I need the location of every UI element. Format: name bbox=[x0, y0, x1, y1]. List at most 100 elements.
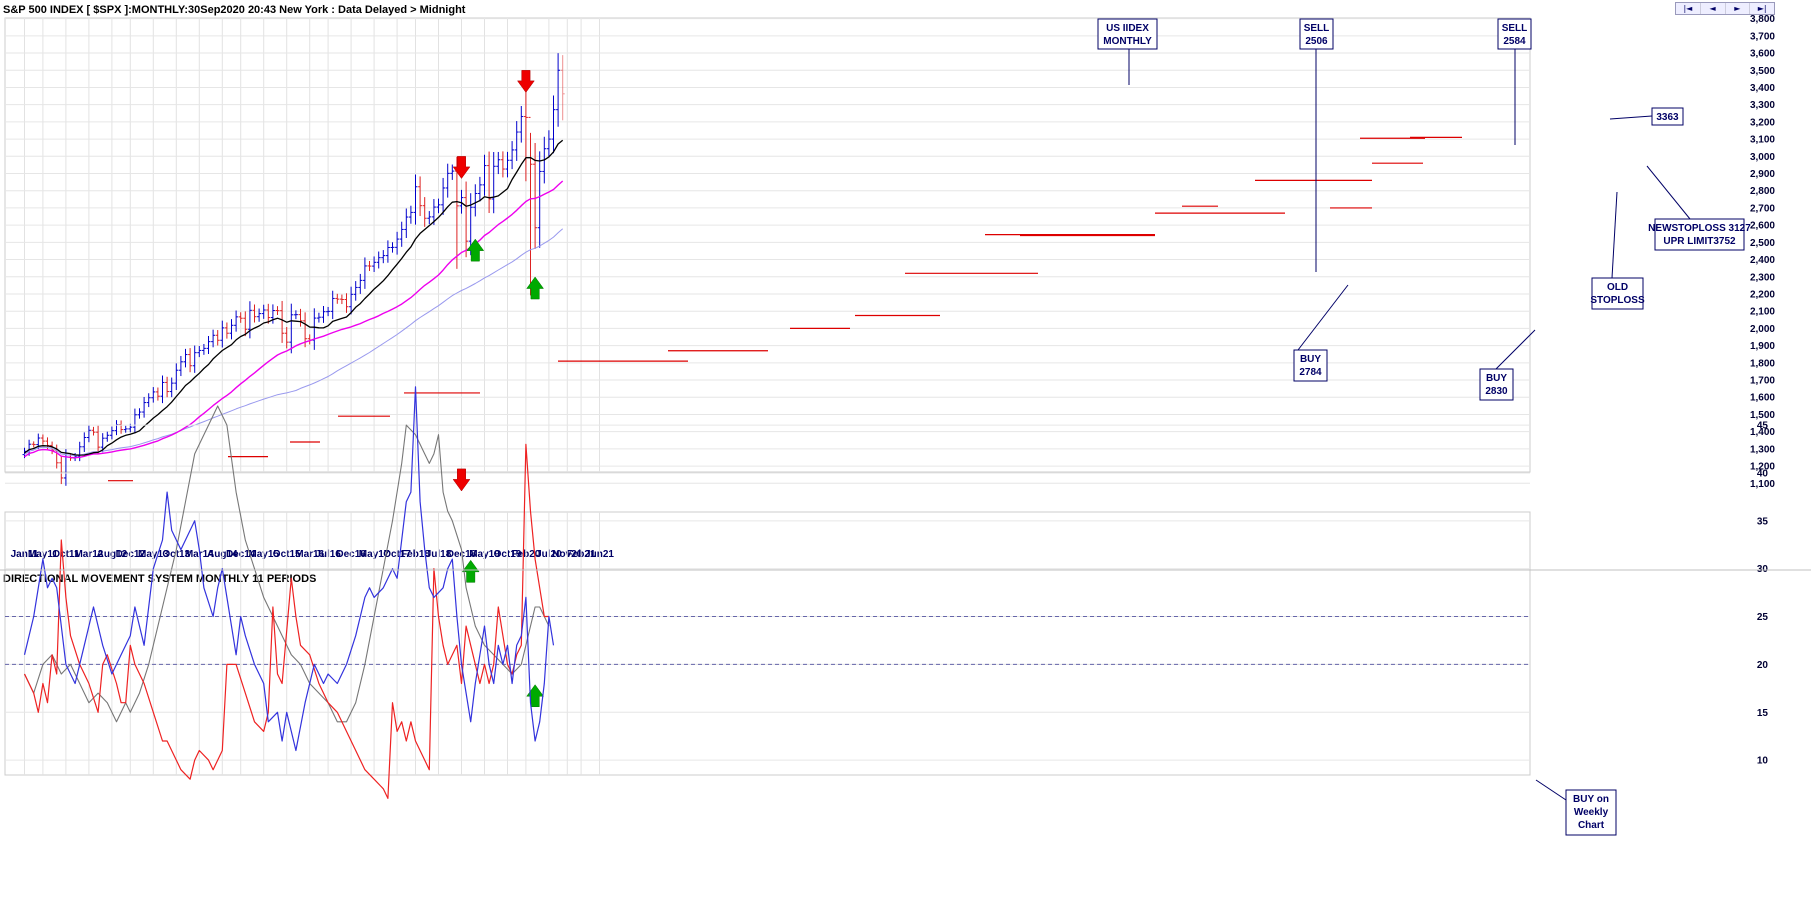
price-y-tick: 1,700 bbox=[1750, 376, 1775, 387]
price-bar bbox=[431, 199, 436, 225]
price-bar bbox=[321, 305, 326, 323]
price-bar bbox=[468, 193, 473, 256]
annotation-0-text: US IIDEX bbox=[1106, 23, 1149, 34]
price-y-tick: 1,300 bbox=[1750, 444, 1775, 455]
nav-first-button[interactable]: |◄ bbox=[1676, 3, 1701, 14]
annotation-2-text: SELL bbox=[1502, 23, 1528, 34]
price-bar bbox=[418, 176, 423, 217]
price-bar bbox=[477, 176, 482, 202]
annotation-4-text: NEWSTOPLOSS 3127 bbox=[1648, 223, 1751, 234]
price-bar bbox=[247, 301, 252, 339]
price-bar bbox=[358, 273, 363, 294]
price-bar bbox=[445, 163, 450, 198]
dmi-y-tick: 15 bbox=[1757, 708, 1769, 719]
price-bar bbox=[339, 294, 344, 305]
annotation-2-box bbox=[1497, 18, 1532, 50]
annotation-6: BUY 2784 bbox=[1293, 349, 1328, 382]
chart-navigation: |◄ ◄ ► ►| bbox=[1675, 2, 1775, 15]
price-bar bbox=[114, 420, 119, 436]
price-bar bbox=[183, 348, 188, 368]
annotation-leader bbox=[1611, 191, 1618, 279]
price-bar bbox=[385, 240, 390, 263]
price-y-tick: 3,600 bbox=[1750, 49, 1775, 60]
price-bar bbox=[238, 312, 243, 323]
annotation-leader bbox=[1535, 779, 1567, 801]
annotation-6-text: BUY bbox=[1300, 354, 1321, 365]
price-bar bbox=[109, 426, 114, 440]
price-bar bbox=[284, 327, 289, 349]
price-bar bbox=[367, 261, 372, 272]
price-y-tick: 1,200 bbox=[1750, 462, 1775, 473]
price-bar bbox=[105, 431, 110, 442]
dmi-annotation-0-text: BUY on bbox=[1573, 794, 1609, 805]
price-bar bbox=[422, 197, 427, 227]
nav-prev-button[interactable]: ◄ bbox=[1701, 3, 1726, 14]
price-bar bbox=[514, 121, 519, 161]
price-bar bbox=[132, 408, 137, 434]
price-bar bbox=[261, 304, 266, 319]
price-bar bbox=[188, 348, 193, 373]
price-bar bbox=[243, 311, 248, 337]
price-bar bbox=[546, 130, 551, 158]
price-bar bbox=[174, 363, 179, 390]
price-panel-frame bbox=[4, 17, 1531, 473]
price-y-tick: 3,400 bbox=[1750, 83, 1775, 94]
price-bar bbox=[298, 308, 303, 327]
price-bar bbox=[519, 105, 524, 143]
nav-last-button[interactable]: ►| bbox=[1757, 4, 1767, 13]
price-bar bbox=[500, 151, 505, 178]
price-y-tick: 3,300 bbox=[1750, 100, 1775, 111]
price-bar bbox=[344, 293, 349, 313]
price-y-tick: 2,100 bbox=[1750, 307, 1775, 318]
dmi-y-tick: 35 bbox=[1757, 516, 1769, 527]
annotation-0-box bbox=[1097, 18, 1158, 50]
price-bar bbox=[224, 322, 229, 339]
annotation-7: BUY 2830 bbox=[1479, 368, 1514, 401]
price-bar bbox=[335, 293, 340, 304]
price-bar bbox=[556, 53, 561, 127]
price-bar bbox=[505, 151, 510, 178]
annotation-6-box bbox=[1293, 349, 1328, 382]
minus-di-line bbox=[23, 443, 549, 800]
price-y-tick: 2,400 bbox=[1750, 255, 1775, 266]
annotation-0-text: MONTHLY bbox=[1103, 36, 1152, 47]
price-y-tick: 2,900 bbox=[1750, 169, 1775, 180]
ma-long-line bbox=[24, 228, 564, 456]
dmi-y-tick: 45 bbox=[1757, 421, 1769, 432]
annotation-4-box bbox=[1654, 218, 1745, 251]
price-bar bbox=[178, 355, 183, 377]
annotation-leader bbox=[1609, 115, 1653, 120]
price-y-tick: 2,700 bbox=[1750, 203, 1775, 214]
annotation-0: US IIDEX MONTHLY bbox=[1097, 18, 1158, 50]
price-bar bbox=[293, 310, 298, 320]
price-y-tick: 3,700 bbox=[1750, 31, 1775, 42]
price-bar bbox=[31, 441, 36, 448]
buy-arrow-icon bbox=[461, 559, 480, 583]
price-bar bbox=[316, 312, 321, 323]
adx-line bbox=[24, 405, 550, 723]
price-bar bbox=[275, 306, 280, 316]
price-bar bbox=[201, 343, 206, 355]
price-bar bbox=[349, 286, 354, 315]
annotation-leader bbox=[1646, 165, 1691, 220]
price-bar bbox=[459, 189, 464, 214]
ma-short-line bbox=[24, 139, 564, 456]
annotation-2: SELL 2584 bbox=[1497, 18, 1532, 50]
price-bar bbox=[427, 211, 432, 225]
price-bar bbox=[91, 426, 96, 436]
price-y-tick: 2,300 bbox=[1750, 272, 1775, 283]
dmi-annotation-0-box bbox=[1565, 789, 1617, 836]
price-bar bbox=[491, 152, 496, 214]
price-y-tick: 1,800 bbox=[1750, 358, 1775, 369]
price-bar bbox=[326, 306, 331, 317]
annotation-5: OLD STOPLOSS bbox=[1590, 277, 1645, 310]
annotation-1-text: SELL bbox=[1304, 23, 1330, 34]
price-bar bbox=[151, 387, 156, 403]
nav-next-button[interactable]: ► bbox=[1726, 3, 1751, 14]
chart-title: S&P 500 INDEX [ $SPX ]:MONTHLY:30Sep2020… bbox=[3, 4, 466, 16]
price-bar bbox=[146, 393, 151, 408]
lower-panel-title: DIRECTIONAL MOVEMENT SYSTEM MONTHLY 11 P… bbox=[3, 573, 316, 585]
plus-di-line bbox=[23, 386, 555, 752]
price-y-tick: 2,500 bbox=[1750, 238, 1775, 249]
